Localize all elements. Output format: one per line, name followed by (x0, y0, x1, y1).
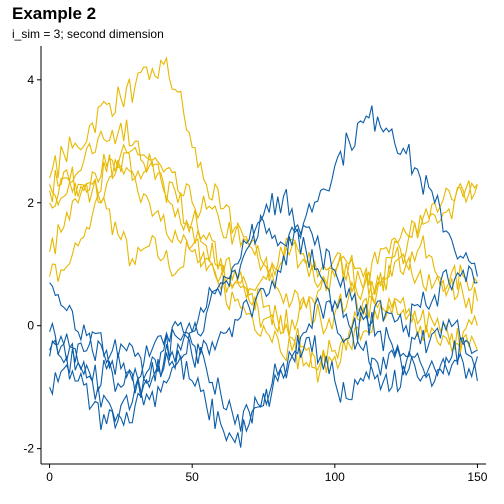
series-line-3 (49, 146, 478, 354)
chart-title: Example 2 (12, 4, 97, 23)
x-tick-label: 150 (467, 470, 487, 484)
series-line-7 (49, 105, 478, 382)
series-line-9 (49, 320, 478, 432)
x-tick-label: 0 (46, 470, 53, 484)
series-layer (49, 56, 478, 448)
chart-subtitle: i_sim = 3; second dimension (12, 27, 164, 41)
x-tick-label: 100 (325, 470, 345, 484)
y-tick-label: 2 (27, 196, 34, 210)
y-tick-label: 4 (27, 73, 34, 87)
series-line-5 (49, 153, 478, 337)
series-line-1 (49, 168, 478, 314)
y-tick-label: -2 (23, 442, 34, 456)
series-line-8 (49, 189, 478, 427)
series-line-4 (49, 143, 478, 383)
series-line-6 (49, 119, 478, 371)
ticks-layer: 0 50 100 150 -2 0 2 4 (23, 73, 487, 484)
x-tick-label: 50 (186, 470, 200, 484)
y-tick-label: 0 (27, 319, 34, 333)
series-line-10 (49, 213, 478, 398)
series-line-11 (49, 264, 478, 448)
